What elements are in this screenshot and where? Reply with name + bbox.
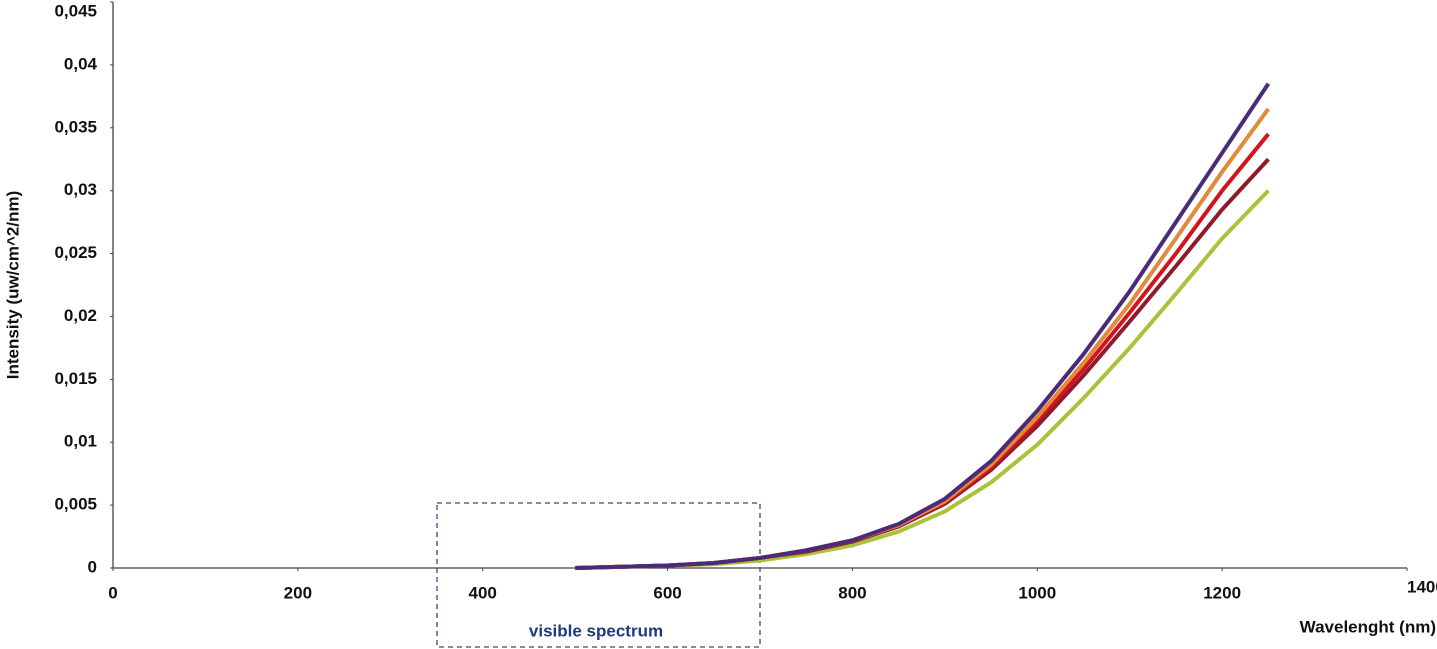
y-tick-label: 0,01 xyxy=(64,432,97,451)
y-tick-label: 0 xyxy=(88,557,97,576)
x-axis-label: Wavelenght (nm) xyxy=(1300,617,1436,636)
y-tick-label: 0,045 xyxy=(54,1,97,20)
y-tick-label: 0,02 xyxy=(64,306,97,325)
series-line xyxy=(575,132,1270,570)
series-line xyxy=(575,82,1271,570)
x-tick-label: 1000 xyxy=(1018,583,1056,602)
series-line xyxy=(575,157,1270,570)
y-axis-label: Intensity (uw/cm^2/nm) xyxy=(3,191,22,379)
x-tick-label: 0 xyxy=(108,583,117,602)
y-tick-label: 0,035 xyxy=(54,117,97,136)
x-tick-label: 800 xyxy=(838,583,866,602)
x-tick-label: 1200 xyxy=(1203,583,1241,602)
x-tick-label: 600 xyxy=(653,583,681,602)
y-tick-label: 0,04 xyxy=(64,54,98,73)
y-tick-label: 0,015 xyxy=(54,369,97,388)
y-tick-label: 0,025 xyxy=(54,243,97,262)
x-tick-label: 400 xyxy=(469,583,497,602)
y-tick-label: 0,005 xyxy=(54,495,97,514)
y-tick-label: 0,03 xyxy=(64,180,97,199)
series-line xyxy=(575,107,1270,570)
x-tick-label: 200 xyxy=(284,583,312,602)
annotation: visible spectrum xyxy=(529,621,663,640)
x-tick-label: 1400 xyxy=(1407,577,1437,596)
